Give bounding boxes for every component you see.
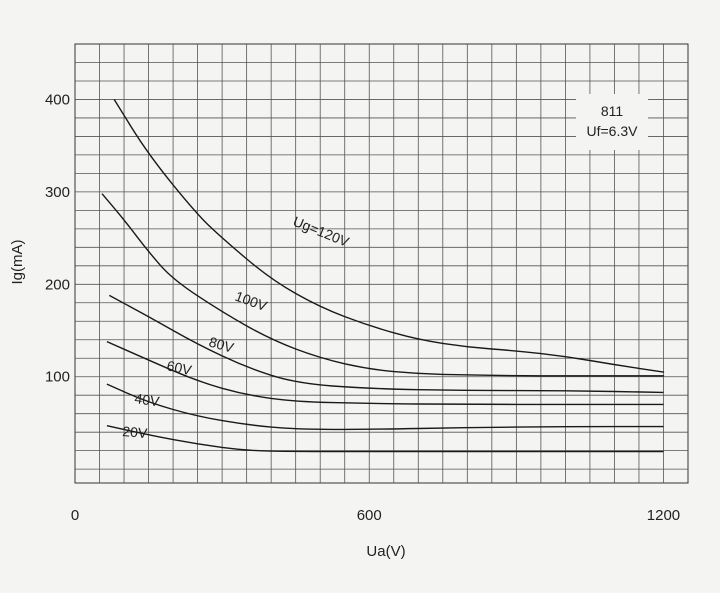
y-tick-label: 300: [45, 184, 70, 201]
x-axis-title: Ua(V): [366, 543, 405, 560]
x-tick-label: 1200: [647, 507, 680, 524]
y-tick-label: 400: [45, 91, 70, 108]
series-label-1: 100V: [233, 288, 270, 314]
plot-frame: [74, 43, 689, 484]
series-label-0: Ug=120V: [291, 213, 352, 250]
series-label-4: 40V: [134, 390, 162, 409]
tick-labels: 0 600 1200 100 200 300 400: [45, 91, 680, 524]
annotation-box: 811 Uf=6.3V: [576, 94, 648, 150]
series-curve-4: [106, 383, 664, 431]
annotation-frame: [576, 94, 648, 150]
curves: [101, 99, 665, 453]
series-label-5: 20V: [122, 423, 149, 441]
y-tick-label: 200: [45, 276, 70, 293]
series-curve-0: [113, 99, 665, 373]
series-label-3: 60V: [165, 357, 193, 378]
series-curve-5: [106, 425, 664, 453]
y-tick-label: 100: [45, 369, 70, 386]
series-curve-1: [101, 193, 665, 377]
series-curve-3: [106, 340, 664, 406]
y-axis-title: Ig(mA): [9, 239, 26, 284]
x-tick-label: 600: [357, 507, 382, 524]
series-curve-2: [108, 294, 664, 394]
tube-type-label: 811: [601, 103, 624, 119]
series-label-2: 80V: [207, 334, 236, 356]
filament-voltage-label: Uf=6.3V: [587, 123, 639, 139]
x-tick-label: 0: [71, 507, 79, 524]
